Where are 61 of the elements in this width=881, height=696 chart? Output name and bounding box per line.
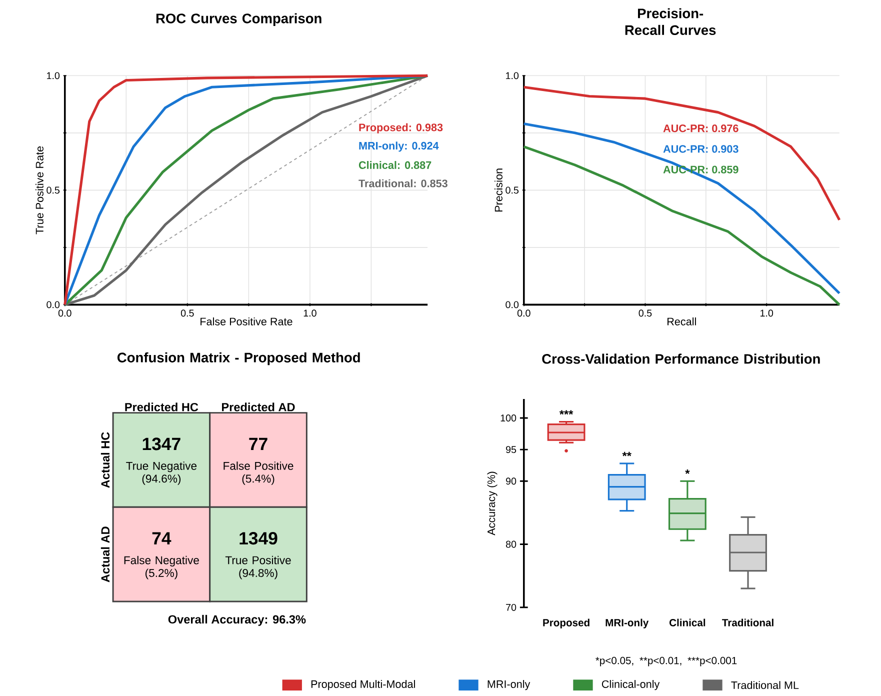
- x-axis-title: Recall: [668, 318, 696, 326]
- data-label: 77: [249, 438, 268, 450]
- y-tick-label: 0.0: [46, 301, 60, 308]
- legend-label: Proposed Multi-Modal: [311, 680, 415, 690]
- text: **p<0.01,: [640, 656, 682, 666]
- legend-label: Traditional ML: [731, 681, 799, 690]
- annotation: Traditional: 0.853: [358, 179, 448, 188]
- data-label: 1347: [142, 438, 180, 450]
- y-axis-title: True Positive Rate: [36, 146, 44, 234]
- y-tick-label: Actual HC: [100, 432, 110, 488]
- x-tick-label: 1.0: [304, 310, 316, 317]
- annotation: Proposed: 0.983: [359, 123, 443, 134]
- annotation: **: [622, 452, 632, 456]
- annotation: True Positive (94.8%): [225, 556, 291, 580]
- chart-title: Precision-Recall Curves: [625, 8, 716, 36]
- y-axis-title: Accuracy (%): [487, 472, 498, 536]
- annotation: False Positive (5.4%): [224, 462, 294, 485]
- x-tick-label: Predicted HC: [125, 402, 198, 412]
- line-series: [522, 122, 841, 295]
- y-tick-label: 90: [506, 478, 516, 485]
- x-tick-label: Predicted AD: [222, 402, 295, 412]
- y-tick-label: 1.0: [506, 72, 519, 80]
- y-tick-label: Actual AD: [100, 526, 110, 582]
- y-tick-label: 0.5: [506, 186, 519, 194]
- annotation: AUC-PR: 0.903: [663, 145, 738, 153]
- y-tick-label: 0.5: [46, 186, 60, 194]
- annotation: *: [685, 470, 690, 474]
- legend-label: MRI-only: [488, 680, 530, 690]
- x-tick-label: Clinical: [670, 618, 706, 626]
- x-tick-label: 0.0: [517, 310, 530, 317]
- x-axis-title: False Positive Rate: [200, 318, 292, 326]
- x-tick-label: 0.0: [58, 310, 72, 317]
- y-tick-label: 1.0: [47, 72, 60, 80]
- y-tick-label: 80: [506, 540, 516, 548]
- text: ***p<0.001: [688, 656, 737, 666]
- annotation: Clinical: 0.887: [358, 161, 432, 170]
- annotation: True Negative (94.6%): [126, 462, 197, 485]
- y-axis-title: Precision: [494, 168, 502, 212]
- line-series: [522, 86, 841, 222]
- x-tick-label: 1.0: [760, 310, 774, 317]
- y-tick-label: 95: [506, 446, 516, 454]
- data-label: 1349: [240, 532, 278, 545]
- chart-title: Cross-Validation Performance Distribution: [542, 354, 820, 364]
- chart-title: Confusion Matrix - Proposed Method: [117, 352, 360, 366]
- annotation: ***: [559, 410, 574, 415]
- y-tick-label: 0.0: [506, 301, 519, 308]
- data-label: 74: [152, 532, 172, 544]
- text: *p<0.05,: [596, 656, 634, 666]
- y-tick-label: 70: [506, 604, 516, 611]
- annotation: AUC-PR: 0.976: [663, 124, 738, 132]
- annotation: MRI-only: 0.924: [359, 142, 439, 152]
- x-tick-label: Proposed: [543, 618, 590, 628]
- text: Overall Accuracy: 96.3%: [168, 614, 306, 626]
- x-tick-label: 0.5: [638, 310, 652, 317]
- y-tick-label: 100: [500, 414, 516, 422]
- legend-label: Clinical-only: [602, 680, 660, 690]
- x-tick-label: MRI-only: [606, 618, 649, 628]
- annotation: False Negative (5.2%): [124, 556, 199, 580]
- x-tick-label: Traditional: [722, 618, 774, 626]
- x-tick-label: 0.5: [180, 310, 194, 317]
- chart-title: ROC Curves Comparison: [156, 13, 322, 26]
